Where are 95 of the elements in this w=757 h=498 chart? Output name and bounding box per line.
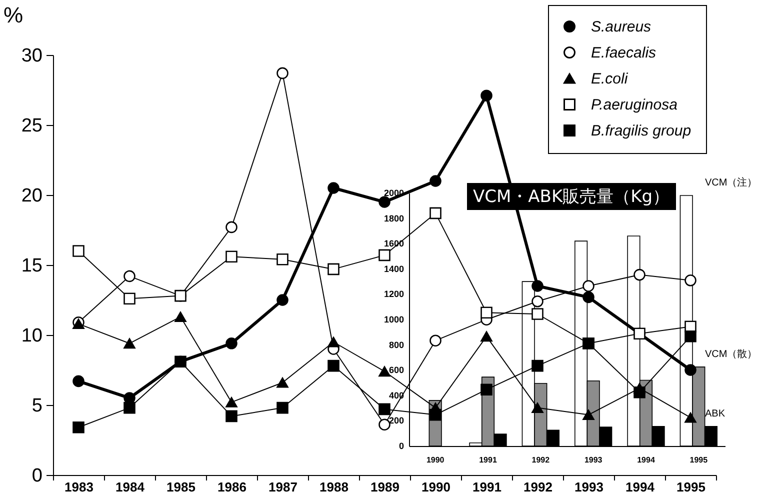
x-tick-label: 1989: [370, 480, 400, 494]
y-tick-label: 25: [21, 116, 42, 136]
legend-label: S.aureus: [591, 18, 652, 36]
x-tick-label: 1983: [64, 480, 94, 494]
point: [684, 274, 696, 286]
point: [276, 254, 288, 266]
point: [532, 360, 544, 372]
point: [328, 182, 340, 194]
point: [226, 397, 238, 408]
x-tick-label: 1992: [524, 480, 552, 494]
point: [124, 402, 136, 414]
x-tick-label: 1986: [218, 480, 246, 494]
series-label: VCM（注）: [705, 176, 757, 189]
y-tick-label: 20: [21, 186, 42, 206]
point: [582, 410, 594, 420]
point: [480, 306, 492, 318]
point: [480, 331, 492, 342]
point: [532, 280, 544, 292]
point: [480, 384, 492, 396]
y-tick-label: 1400: [384, 264, 404, 274]
y-tick-label: 30: [21, 46, 42, 66]
point: [72, 245, 84, 257]
point: [328, 263, 340, 276]
y-tick-label: 200: [388, 416, 404, 426]
point: [72, 422, 84, 434]
point: [226, 410, 238, 422]
x-tick-label: 1990: [422, 480, 450, 494]
point: [684, 364, 696, 376]
point: [276, 377, 288, 388]
x-tick-label: 1993: [584, 456, 603, 464]
point: [378, 366, 390, 377]
point: [378, 403, 390, 416]
y-tick-label: 1000: [384, 314, 404, 324]
point: [378, 418, 390, 430]
x-tick-label: 1984: [116, 480, 146, 494]
x-tick-label: 1994: [637, 456, 656, 464]
point: [430, 408, 442, 421]
point: [124, 338, 136, 349]
point: [174, 312, 186, 322]
point: [226, 250, 238, 262]
x-tick-label: 1995: [676, 480, 706, 494]
point: [124, 270, 136, 282]
legend-label: B.fragilis group: [591, 122, 692, 140]
y-tick-label: 800: [388, 340, 404, 350]
point: [684, 330, 696, 342]
legend-label: E.faecalis: [591, 44, 657, 62]
point: [430, 175, 442, 187]
x-tick-label: 1987: [268, 480, 298, 494]
point: [684, 412, 696, 423]
point: [72, 375, 84, 388]
x-tick-label: 1992: [532, 456, 550, 464]
y-tick-label: 5: [32, 396, 42, 416]
point: [328, 336, 340, 348]
legend-label: E.coli: [591, 70, 628, 88]
x-tick-label: 1985: [166, 480, 196, 494]
point: [480, 90, 492, 102]
y-tick-label: 1200: [384, 289, 404, 300]
y-tick-label: 1800: [384, 213, 404, 224]
point: [430, 334, 442, 346]
series-label: ABK: [705, 408, 726, 420]
point: [174, 290, 186, 302]
point: [276, 402, 288, 414]
y-axis-title: %: [4, 2, 24, 28]
x-tick-label: 1990: [426, 456, 445, 464]
point: [276, 67, 288, 80]
y-tick-label: 10: [21, 326, 42, 346]
x-tick-label: 1988: [320, 480, 348, 494]
point: [328, 360, 340, 372]
point: [124, 292, 136, 304]
y-tick-label: 0: [398, 441, 404, 451]
point: [276, 294, 288, 306]
point: [532, 308, 544, 320]
y-tick-label: 0: [32, 466, 42, 486]
point: [582, 280, 594, 292]
point: [582, 291, 594, 304]
x-tick-label: 1991: [479, 456, 498, 464]
point: [634, 386, 646, 398]
y-tick-label: 600: [388, 365, 404, 376]
y-tick-label: 15: [21, 256, 42, 276]
x-tick-label: 1991: [472, 480, 502, 494]
point: [532, 296, 544, 308]
series-label: VCM（散）: [705, 348, 757, 360]
x-tick-label: 1993: [574, 480, 604, 494]
point: [378, 196, 390, 208]
point: [430, 207, 442, 220]
x-tick-label: 1995: [690, 456, 708, 464]
point: [634, 268, 646, 281]
x-tick-label: 1994: [626, 480, 656, 494]
point: [532, 402, 544, 413]
point: [378, 249, 390, 262]
chart-title: VCM・ABK販売量（Kg）: [467, 183, 676, 210]
legend-label: P.aeruginosa: [591, 96, 678, 114]
point: [226, 221, 238, 234]
point: [174, 356, 186, 368]
point: [226, 338, 238, 350]
